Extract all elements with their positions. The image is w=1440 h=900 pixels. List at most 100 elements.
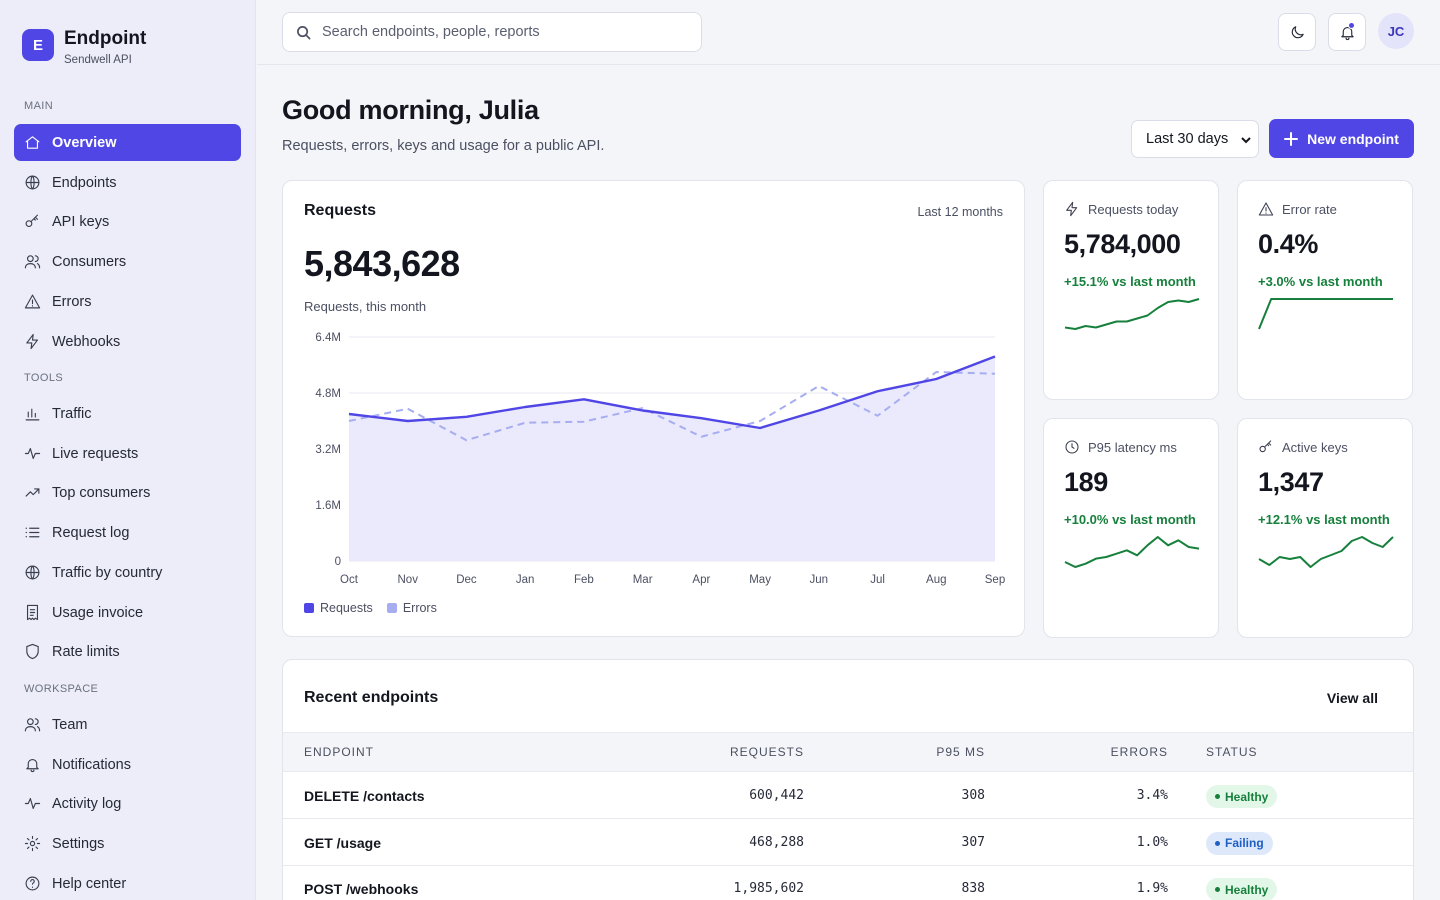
sidebar-item-team[interactable]: Team [14,706,241,743]
sidebar-item-label: Help center [52,875,127,892]
sidebar-item-live-requests[interactable]: Live requests [14,435,241,472]
x-tick-label: Nov [398,574,419,586]
requests-chart: 0 1.6M 3.2M 4.8M 6.4M Oct Nov Dec Jan Feb Mar Apr Ma… [315,332,1005,586]
x-tick-label: May [749,574,771,586]
stat-header: P95 latency ms [1064,439,1177,455]
column-header-endpoint[interactable]: ENDPOINT [304,745,375,759]
bell-icon [26,758,39,773]
nav-section-main: MAIN [24,100,54,112]
sidebar-item-settings[interactable]: Settings [14,825,241,862]
brand[interactable]: E Endpoint Sendwell API [22,29,146,66]
status-dot [1215,887,1220,892]
x-tick-label: Sep [985,574,1005,586]
date-range-value: Last 30 days [1146,131,1229,147]
sidebar-item-label: Activity log [52,795,122,812]
sidebar-item-traffic[interactable]: Traffic [14,395,241,432]
status-badge: Healthy [1206,785,1278,808]
key-icon [1259,440,1272,453]
errors-cell: 1.0% [1136,834,1168,850]
sidebar-item-rate-limits[interactable]: Rate limits [14,633,241,670]
sidebar-item-help-center[interactable]: Help center [14,865,241,900]
sidebar-item-endpoints[interactable]: Endpoints [14,164,241,201]
date-range-select[interactable]: Last 30 days [1131,120,1259,158]
search-icon [297,25,311,39]
sidebar-item-label: Errors [52,293,92,310]
status-label: Failing [1225,836,1264,850]
sidebar-item-usage-invoice[interactable]: Usage invoice [14,594,241,631]
stat-label: Error rate [1282,201,1337,217]
avatar[interactable]: JC [1378,13,1414,49]
errors-cell: 1.9% [1136,881,1168,896]
table-row[interactable]: DELETE /contacts 600,442 308 3.4% Health… [283,773,1413,819]
table-row[interactable]: GET /usage 468,288 307 1.0% Failing [283,820,1413,866]
x-tick-label: Mar [633,574,653,586]
x-tick-label: Aug [926,574,946,586]
legend-item-requests[interactable]: Requests [304,601,373,615]
x-tick-label: Feb [574,574,594,586]
trending-up-icon [25,488,40,497]
stat-header: Active keys [1258,439,1348,455]
sidebar-item-webhooks[interactable]: Webhooks [14,323,241,360]
topbar: JC [257,0,1440,65]
recent-endpoints-title: Recent endpoints [304,689,439,706]
x-tick-label: Jan [516,574,535,586]
sidebar-item-activity-log[interactable]: Activity log [14,785,241,822]
column-header-requests[interactable]: REQUESTS [729,745,804,759]
stat-label: Requests today [1088,201,1179,217]
page-title: Good morning, Julia [282,95,539,125]
search-box[interactable] [282,12,702,52]
view-all-link[interactable]: View all [1326,690,1378,706]
series-line-requests [348,355,996,430]
requests-area [349,356,995,561]
column-header-p95-ms[interactable]: P95 MS [936,745,985,759]
column-header-errors[interactable]: ERRORS [1110,745,1168,759]
bolt-icon [26,333,39,350]
status-label: Healthy [1225,882,1269,897]
stat-delta: +3.0% vs last month [1258,274,1383,289]
sidebar-item-errors[interactable]: Errors [14,283,241,320]
new-endpoint-button[interactable]: New endpoint [1269,119,1414,158]
sidebar-item-api-keys[interactable]: API keys [14,203,241,240]
search-input[interactable] [322,24,682,40]
endpoint-cell[interactable]: POST /webhooks [304,881,419,897]
notification-dot [1348,22,1355,29]
stat-value: 1,347 [1258,467,1324,497]
endpoint-cell[interactable]: GET /usage [304,834,382,851]
stat-header: Requests today [1064,201,1178,217]
users-icon [24,718,41,732]
gear-icon [24,835,41,852]
recent-endpoints-card: Recent endpoints View all ENDPOINT REQUES… [282,659,1414,900]
legend-label: Errors [402,601,437,615]
x-tick-label: Oct [340,574,359,586]
notifications-button[interactable] [1328,13,1366,51]
brand-logo: E [22,29,54,61]
status-badge: Healthy [1206,878,1278,900]
requests-total: 5,843,628 [304,243,460,284]
stat-card-requests-today: Requests today 5,784,000 +15.1% vs last … [1043,180,1219,400]
sidebar-item-overview[interactable]: Overview [14,124,241,161]
legend-item-errors[interactable]: Errors [386,601,437,615]
sidebar-item-traffic-by-country[interactable]: Traffic by country [14,554,241,591]
table-row[interactable]: POST /webhooks 1,985,602 838 1.9% Health… [283,866,1413,900]
list-icon [25,527,40,538]
sidebar-item-label: Settings [52,835,105,852]
sidebar-item-consumers[interactable]: Consumers [14,243,241,280]
column-header-status[interactable]: STATUS [1206,745,1258,759]
chevron-down-icon [1241,137,1251,144]
stat-value: 0.4% [1258,229,1318,259]
sidebar-item-label: Overview [52,134,117,151]
sidebar-item-top-consumers[interactable]: Top consumers [14,474,241,511]
endpoint-cell[interactable]: DELETE /contacts [304,788,425,804]
sidebar-item-notifications[interactable]: Notifications [14,746,241,783]
new-endpoint-label: New endpoint [1307,130,1399,147]
sidebar-item-label: Rate limits [52,643,120,660]
theme-toggle-button[interactable] [1278,13,1316,51]
stat-label: Active keys [1282,439,1348,455]
y-tick-label: 4.8M [315,388,341,400]
sidebar-item-request-log[interactable]: Request log [14,514,241,551]
warning-icon [24,294,41,309]
moon-icon [1291,25,1304,38]
status-badge: Failing [1206,831,1273,855]
requests-caption: Requests, this month [304,299,427,314]
users-icon [24,255,41,269]
